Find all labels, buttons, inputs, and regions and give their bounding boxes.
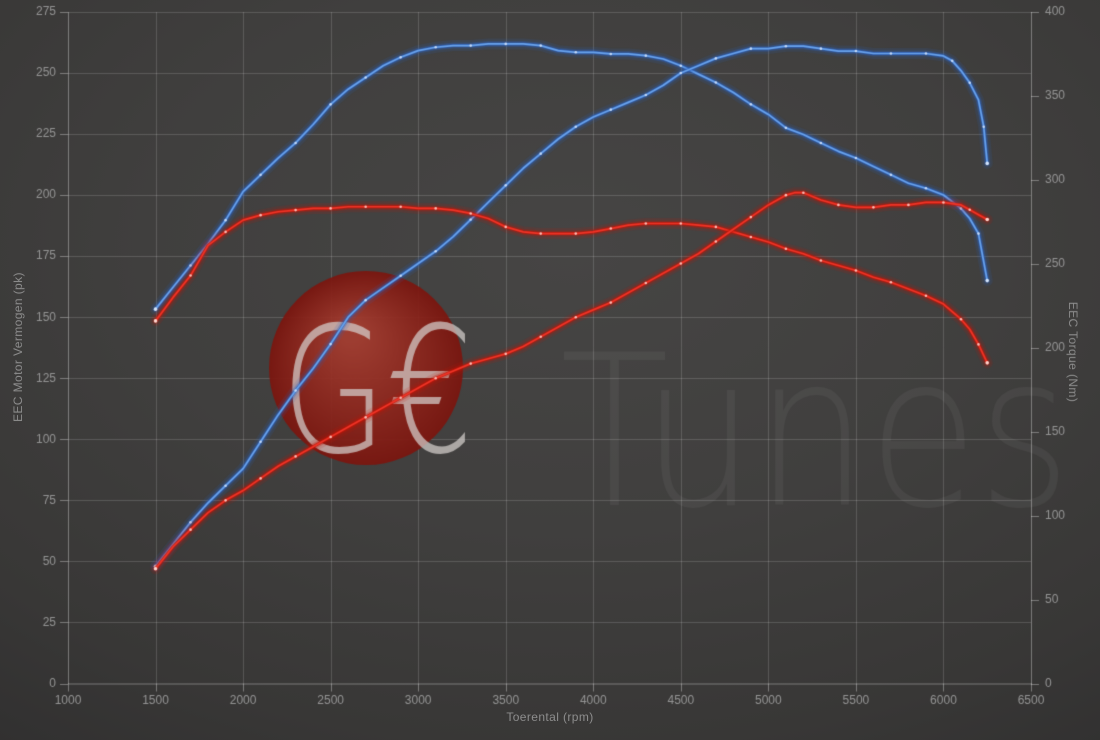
y-left-axis-title: EEC Motor Vermogen (pk) [11,272,25,422]
x-axis-title: Toerental (rpm) [506,710,594,724]
y-right-axis-title: EEC Torque (Nm) [1066,301,1080,403]
